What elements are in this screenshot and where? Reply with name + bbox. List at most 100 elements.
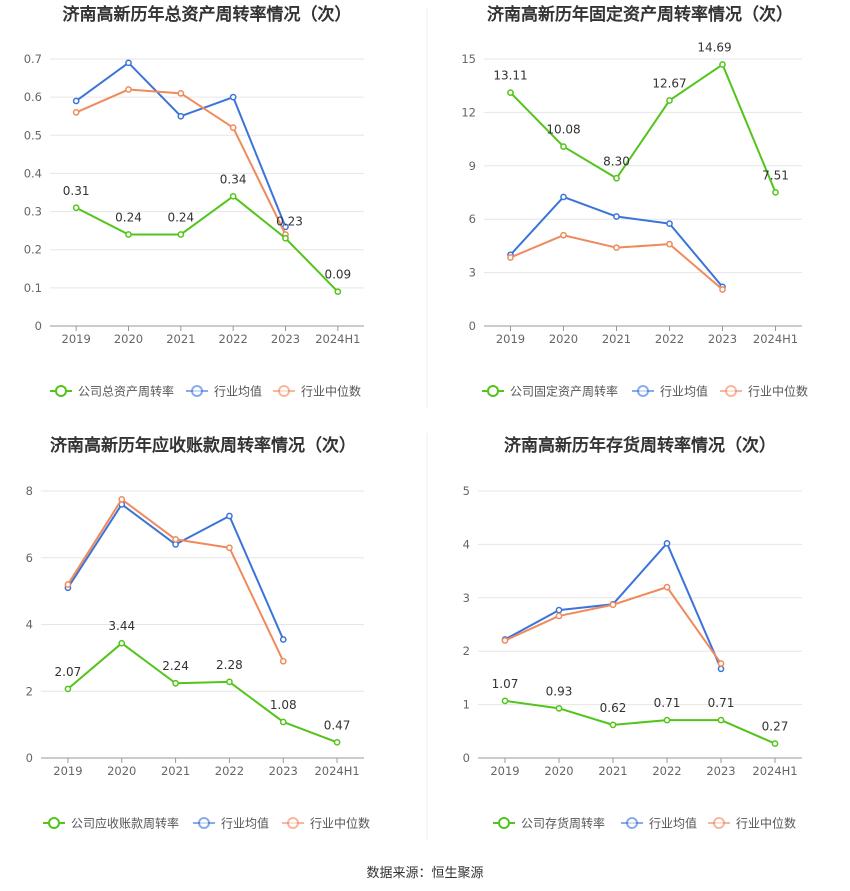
y-tick-label: 9 bbox=[469, 159, 476, 173]
data-label: 0.47 bbox=[324, 718, 351, 732]
data-point-company bbox=[177, 231, 185, 238]
y-tick-label: 6 bbox=[26, 551, 33, 565]
data-point-avg bbox=[72, 97, 80, 105]
x-tick-label: 2019 bbox=[496, 332, 525, 346]
series-line-avg bbox=[75, 61, 287, 228]
legend-label: 行业均值 bbox=[221, 816, 269, 831]
data-label: 14.69 bbox=[697, 41, 731, 55]
legend-label: 行业均值 bbox=[214, 384, 262, 399]
data-label: 7.51 bbox=[762, 168, 789, 182]
data-point-median bbox=[64, 581, 72, 588]
data-point-avg bbox=[177, 112, 185, 120]
x-tick-label: 2019 bbox=[53, 764, 82, 778]
legend-item-avg: 行业均值 bbox=[632, 384, 708, 399]
data-point-company bbox=[613, 174, 620, 182]
legend-marker bbox=[287, 817, 299, 829]
x-tick-label: 2024H1 bbox=[752, 764, 797, 778]
legend-label: 行业均值 bbox=[649, 816, 697, 831]
legend-label: 行业中位数 bbox=[301, 384, 361, 399]
y-tick-label: 4 bbox=[463, 537, 470, 551]
y-tick-label: 0.6 bbox=[24, 90, 42, 104]
legend-item-median: 行业中位数 bbox=[282, 816, 370, 831]
series-line-company bbox=[504, 699, 776, 745]
legend-marker bbox=[48, 817, 60, 829]
y-tick-label: 6 bbox=[469, 212, 476, 226]
x-tick-label: 2020 bbox=[549, 332, 578, 346]
data-label: 0.31 bbox=[63, 184, 90, 198]
y-tick-label: 0.7 bbox=[24, 52, 42, 66]
data-label: 0.23 bbox=[276, 214, 303, 228]
data-point-avg bbox=[279, 636, 287, 643]
legend-item-company: 公司应收账款周转率 bbox=[43, 816, 179, 831]
legend-item-median: 行业中位数 bbox=[273, 384, 361, 399]
data-point-company bbox=[282, 234, 289, 242]
data-point-avg bbox=[125, 59, 132, 67]
series-line-median bbox=[67, 498, 285, 662]
data-label: 3.44 bbox=[108, 619, 135, 633]
data-point-company bbox=[229, 192, 237, 200]
legend-label: 行业均值 bbox=[660, 384, 708, 399]
data-label: 0.34 bbox=[220, 172, 247, 186]
legend-item-avg: 行业均值 bbox=[193, 816, 269, 831]
legend-label: 公司总资产周转率 bbox=[78, 384, 174, 399]
data-point-median bbox=[229, 124, 237, 132]
x-tick-label: 2021 bbox=[166, 332, 195, 346]
y-tick-label: 15 bbox=[461, 52, 476, 66]
legend-label: 行业中位数 bbox=[310, 816, 370, 831]
legend-item-median: 行业中位数 bbox=[708, 816, 796, 831]
data-point-median bbox=[172, 536, 179, 543]
data-label: 8.30 bbox=[603, 154, 630, 168]
data-point-company bbox=[666, 97, 673, 104]
x-tick-label: 2021 bbox=[598, 764, 627, 778]
data-point-avg bbox=[663, 539, 671, 547]
data-label: 12.67 bbox=[652, 76, 686, 90]
data-point-median bbox=[717, 660, 725, 667]
data-label: 13.11 bbox=[493, 69, 527, 83]
legend-item-avg: 行业均值 bbox=[621, 816, 697, 831]
data-point-company bbox=[717, 716, 725, 724]
series-line-median bbox=[510, 234, 724, 291]
legend-marker bbox=[713, 817, 725, 829]
legend-label: 行业中位数 bbox=[736, 816, 796, 831]
data-label: 0.24 bbox=[115, 210, 142, 224]
data-point-company bbox=[772, 188, 779, 196]
data-point-company bbox=[125, 231, 132, 238]
x-tick-label: 2022 bbox=[215, 764, 244, 778]
data-point-median bbox=[609, 601, 617, 609]
y-tick-label: 4 bbox=[26, 618, 33, 632]
legend-marker bbox=[637, 385, 649, 397]
series-line-avg bbox=[67, 503, 285, 640]
legend-item-avg: 行业均值 bbox=[186, 384, 262, 399]
x-tick-label: 2023 bbox=[706, 764, 735, 778]
data-label: 2.07 bbox=[55, 665, 82, 679]
data-point-median bbox=[226, 544, 233, 552]
data-point-company bbox=[501, 697, 509, 705]
data-label: 0.71 bbox=[708, 696, 735, 710]
data-point-company bbox=[719, 61, 726, 68]
legend-label: 公司存货周转率 bbox=[521, 816, 605, 831]
x-tick-label: 2020 bbox=[114, 332, 143, 346]
chart-panel-1: 济南高新历年总资产周转率情况（次） 0 0.1 0.2 0.3 0.4 0.5 0.6 0.7 2… bbox=[24, 4, 364, 399]
data-label: 0.93 bbox=[546, 684, 573, 698]
chart-title: 济南高新历年总资产周转率情况（次） bbox=[63, 4, 352, 25]
data-label: 2.28 bbox=[216, 658, 243, 672]
x-tick-label: 2022 bbox=[652, 764, 681, 778]
series-line-avg bbox=[509, 195, 724, 288]
x-tick-label: 2022 bbox=[219, 332, 248, 346]
data-label: 0.27 bbox=[762, 720, 789, 734]
y-tick-label: 0.3 bbox=[24, 205, 42, 219]
y-tick-label: 0.4 bbox=[24, 166, 42, 180]
data-point-median bbox=[118, 495, 126, 503]
data-point-median bbox=[501, 637, 509, 644]
x-tick-label: 2024H1 bbox=[753, 332, 798, 346]
x-tick-label: 2019 bbox=[490, 764, 519, 778]
legend-marker bbox=[198, 817, 210, 829]
series-line-company bbox=[67, 642, 338, 744]
data-label: 0.24 bbox=[167, 210, 194, 224]
y-tick-label: 0 bbox=[26, 751, 33, 765]
data-point-avg bbox=[560, 193, 567, 201]
legend-marker bbox=[626, 817, 638, 829]
x-tick-label: 2019 bbox=[62, 332, 91, 346]
data-point-avg bbox=[282, 223, 289, 231]
